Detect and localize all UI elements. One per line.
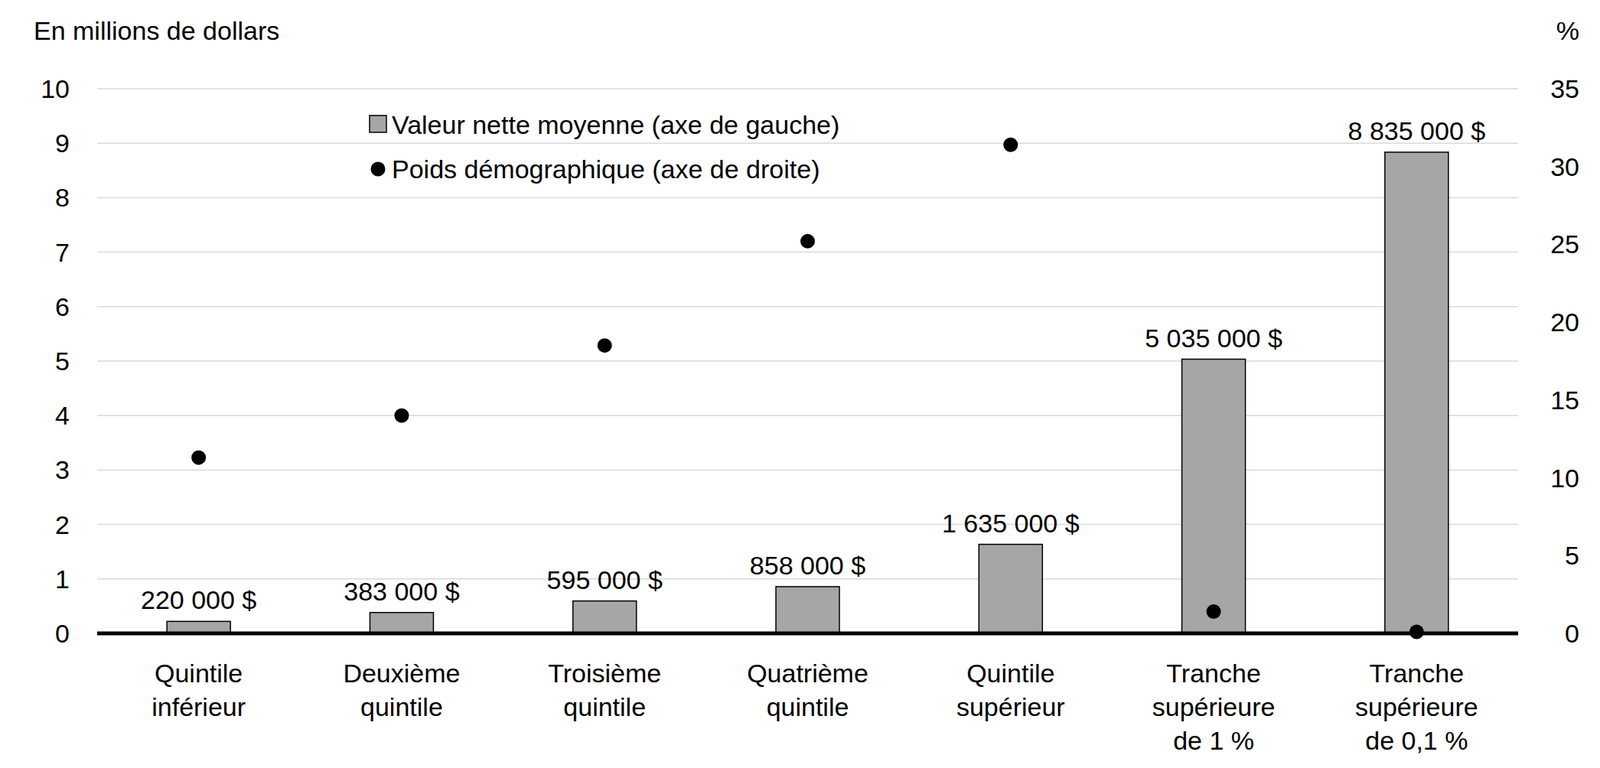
x-tick-label-line: Deuxième (342, 658, 460, 688)
x-tick-label-line: inférieur (151, 692, 246, 722)
y-tick-label: 10 (40, 74, 70, 104)
y-tick-label: 8 (55, 182, 70, 212)
x-tick-label-line: Tranche (1369, 658, 1464, 688)
y-tick-label: 1 (55, 564, 70, 594)
x-tick-label-line: quintile (360, 692, 444, 722)
y2-tick (1518, 399, 1519, 401)
y2-tick (1518, 555, 1519, 557)
y-tick-label: 4 (55, 400, 70, 431)
bar (978, 544, 1043, 634)
grid (97, 88, 1519, 634)
grid-line (97, 142, 1519, 144)
y2-tick-label: 25 (1550, 229, 1580, 259)
grid-line (97, 632, 1519, 635)
x-tick-label: Deuxième quintile (342, 658, 460, 722)
x-tick-label-line: quintile (766, 692, 850, 722)
y-tick-label: 5 (55, 346, 70, 376)
grid-line (97, 251, 1519, 254)
point (1003, 137, 1018, 153)
data-label: 595 000 $ (547, 565, 663, 595)
y2-tick (1518, 244, 1519, 245)
data-label: 5 035 000 $ (1144, 323, 1283, 353)
x-tick-label: Tranche supérieure de 0,1 % (1355, 658, 1479, 756)
y2-tick-label: 30 (1550, 152, 1580, 182)
y2-tick-label: 0 (1564, 619, 1580, 649)
x-tick-label-line: Quintile (966, 658, 1055, 688)
y2-tick-label: 35 (1550, 74, 1580, 104)
x-tick-label: Tranche supérieure de 1 % (1152, 658, 1276, 756)
x-tick-label-line: quintile (563, 692, 646, 722)
data-label: 1 635 000 $ (941, 508, 1080, 538)
chart: 0 1 2 3 4 5 6 7 8 9 10 0 5 10 15 20 25 30 35 En millions de… (0, 0, 1600, 768)
x-tick-label: Quatrième quintile (746, 658, 869, 722)
data-label: 220 000 $ (140, 585, 257, 615)
x-tick-label-line: Quatrième (746, 658, 869, 688)
legend-label: Poids démographique (axe de droite) (391, 154, 820, 184)
x-tick-label-line: supérieure (1355, 692, 1479, 722)
x-tick-label: Quintile supérieur (956, 658, 1066, 722)
x-tick-label-line: Tranche (1166, 658, 1261, 688)
point (394, 408, 409, 424)
x-tick-label: Quintile inférieur (151, 658, 246, 722)
point (800, 234, 815, 249)
legend-label: Valeur nette moyenne (axe de gauche) (391, 110, 840, 140)
x-tick-label: Troisième quintile (547, 658, 662, 722)
x-tick-label-line: supérieure (1152, 692, 1276, 722)
x-tick-label-line: supérieur (956, 692, 1066, 722)
data-label: 383 000 $ (343, 576, 460, 607)
plot-area (166, 137, 1449, 640)
y-tick-label: 2 (55, 510, 70, 540)
data-label: 858 000 $ (749, 550, 866, 581)
grid-line (97, 87, 1519, 90)
point (191, 450, 206, 466)
legend-swatch (369, 115, 387, 133)
grid-line (97, 524, 1519, 526)
bar (1384, 152, 1449, 634)
x-tick-label-line: de 1 % (1173, 726, 1255, 756)
x-tick-label-line: de 0,1 % (1365, 726, 1468, 756)
y-tick-label: 6 (55, 292, 70, 322)
grid-line (97, 360, 1519, 362)
y2-tick-label: 15 (1550, 385, 1580, 415)
grid-line (97, 469, 1519, 472)
page: {"chart_data": { "type": "bar", "y_label… (0, 0, 1600, 768)
bar (775, 586, 840, 634)
x-tick-label-line: Troisième (547, 658, 662, 688)
grid-line (97, 197, 1519, 199)
legend-swatch (371, 162, 386, 177)
x-tick-label-line: Quintile (154, 658, 243, 688)
y2-tick-label: 5 (1564, 540, 1580, 571)
bar (573, 601, 637, 634)
point (1206, 604, 1222, 620)
y2-tick (1518, 322, 1519, 323)
y2-tick-label: 10 (1550, 463, 1580, 493)
y2-tick (1518, 166, 1519, 167)
y-axis-title: En millions de dollars (33, 16, 280, 46)
y2-tick (1518, 477, 1519, 479)
x-axis-line (97, 632, 1519, 636)
y2-axis-title: % (1556, 16, 1580, 46)
grid-line (97, 306, 1519, 308)
y-tick-label: 7 (55, 237, 70, 268)
y2-tick-label: 20 (1550, 307, 1580, 337)
y2-tick (1518, 633, 1519, 635)
legend: Valeur nette moyenne (axe de gauche) Poid… (369, 110, 840, 184)
y-tick-label: 0 (55, 619, 70, 649)
point (597, 338, 613, 353)
y2-tick (1518, 88, 1519, 90)
data-label: 8 835 000 $ (1348, 116, 1486, 146)
y-tick-label: 3 (55, 455, 70, 485)
bar (369, 612, 434, 634)
y-tick-label: 9 (55, 128, 70, 158)
grid-line (97, 414, 1519, 417)
bar (1182, 359, 1246, 634)
